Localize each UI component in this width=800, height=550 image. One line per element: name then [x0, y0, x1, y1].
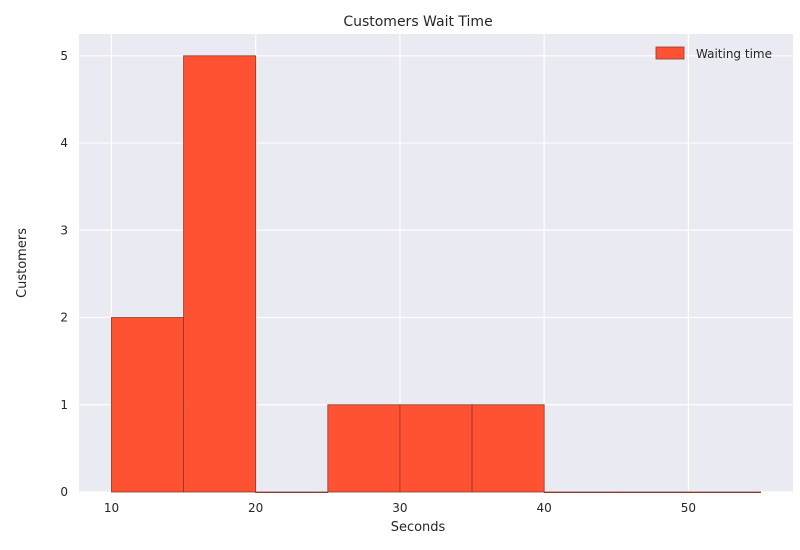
y-tick-labels: 0 1 2 3 4 5: [60, 49, 68, 499]
y-tick-label: 2: [60, 311, 68, 325]
histogram-bar: [111, 317, 184, 493]
chart-title: Customers Wait Time: [343, 14, 492, 30]
y-tick-label: 4: [60, 136, 68, 150]
histogram-bar: [688, 491, 761, 494]
y-tick-label: 3: [60, 223, 68, 237]
histogram-bar: [399, 404, 473, 493]
legend-swatch: [655, 46, 685, 60]
y-tick-label: 0: [60, 485, 68, 499]
x-tick-label: 40: [537, 501, 552, 515]
histogram-bar: [471, 404, 545, 493]
histogram-bar: [615, 491, 689, 494]
x-axis-label: Seconds: [391, 520, 446, 535]
histogram-bar: [327, 404, 401, 493]
x-tick-label: 10: [104, 501, 119, 515]
y-tick-label: 1: [60, 398, 68, 412]
histogram-bar: [183, 55, 257, 493]
y-tick-label: 5: [60, 49, 68, 63]
legend: Waiting time: [655, 46, 772, 61]
y-axis-label: Customers: [15, 228, 30, 298]
x-tick-label: 30: [392, 501, 407, 515]
x-tick-label: 50: [681, 501, 696, 515]
legend-label-waiting-time: Waiting time: [696, 47, 772, 61]
bars: [111, 55, 761, 494]
x-tick-label: 20: [248, 501, 263, 515]
histogram-bar: [543, 491, 617, 494]
x-tick-labels: 10 20 30 40 50: [104, 501, 696, 515]
histogram-bar: [255, 491, 329, 494]
